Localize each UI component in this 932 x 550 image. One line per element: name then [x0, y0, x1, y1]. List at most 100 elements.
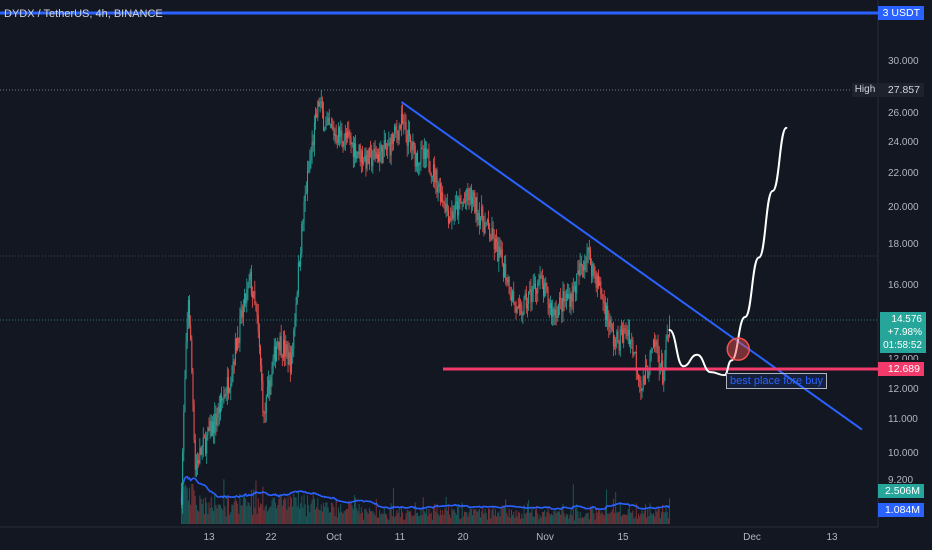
- volume-bar: [287, 496, 289, 524]
- volume-bar: [335, 498, 337, 524]
- candle-body: [235, 338, 237, 351]
- candle-body: [642, 376, 644, 389]
- volume-bar: [371, 511, 373, 524]
- candle-body: [388, 142, 390, 144]
- change-percent: +7.98%: [887, 327, 922, 338]
- price-tick: 24.000: [888, 137, 919, 148]
- volume-bar: [657, 506, 659, 524]
- volume-bar: [207, 513, 209, 524]
- candle-body: [640, 381, 642, 392]
- candle-body: [214, 413, 216, 433]
- candle-body: [309, 160, 311, 170]
- candle-body: [446, 203, 448, 211]
- candle-body: [517, 306, 519, 308]
- candle-body: [449, 218, 451, 224]
- volume-bar: [205, 497, 207, 524]
- volume-bar: [562, 503, 564, 524]
- candle-body: [634, 352, 636, 354]
- volume-bar: [185, 485, 187, 524]
- volume-bar: [477, 510, 479, 524]
- volume-bar: [450, 517, 452, 524]
- volume-label: 2.506M: [878, 484, 924, 498]
- breakout-marker[interactable]: [726, 337, 751, 361]
- candle-body: [258, 331, 260, 348]
- candle-body: [475, 197, 477, 213]
- candle-body: [465, 200, 467, 202]
- candle-body: [190, 325, 192, 341]
- volume-bar: [380, 514, 382, 524]
- candle-body: [573, 286, 575, 287]
- candle-body: [433, 164, 435, 177]
- volume-bar: [444, 508, 446, 524]
- candle-body: [471, 197, 473, 204]
- volume-bar: [311, 499, 313, 524]
- volume-bar: [669, 498, 671, 524]
- volume-bar: [390, 503, 392, 524]
- volume-bar: [404, 519, 406, 524]
- volume-bar: [422, 497, 424, 524]
- trendline[interactable]: [400, 101, 863, 431]
- volume-bar: [453, 509, 455, 524]
- candle-body: [352, 142, 354, 158]
- volume-bar: [339, 512, 341, 524]
- volume-bar: [425, 513, 427, 524]
- volume-bar: [331, 502, 333, 524]
- volume-bar: [551, 513, 553, 524]
- volume-bar: [447, 506, 449, 524]
- candle-body: [329, 124, 331, 126]
- volume-bar: [564, 516, 566, 524]
- volume-bar: [321, 511, 323, 524]
- volume-bar: [406, 509, 408, 524]
- candle-body: [325, 124, 327, 130]
- candle-body: [445, 203, 447, 213]
- candle-body: [363, 161, 365, 164]
- candle-body: [400, 113, 402, 129]
- candle-body: [242, 306, 244, 318]
- volume-bar: [225, 516, 227, 524]
- candle-body: [572, 286, 574, 302]
- candle-body: [626, 335, 628, 336]
- candle-body: [293, 330, 295, 349]
- candle-body: [480, 218, 481, 226]
- volume-bar: [486, 519, 488, 524]
- candle-body: [498, 246, 500, 262]
- volume-bar: [515, 510, 517, 524]
- candle-body: [244, 293, 246, 307]
- volume-bar: [567, 514, 569, 524]
- annotation-text[interactable]: best place fore buy: [726, 373, 827, 389]
- candle-body: [261, 365, 263, 382]
- volume-bar: [427, 515, 429, 524]
- candle-body: [663, 369, 665, 384]
- candle-body: [197, 460, 199, 464]
- volume-bar: [583, 518, 585, 524]
- volume-bar: [280, 495, 282, 524]
- volume-bar: [655, 509, 657, 524]
- candle-body: [531, 292, 533, 303]
- candle-body: [452, 210, 454, 219]
- volume-bar: [510, 509, 512, 524]
- candle-body: [585, 261, 587, 263]
- candle-body: [260, 347, 262, 366]
- candle-body: [200, 448, 202, 455]
- candle-body: [474, 192, 476, 213]
- candle-body: [316, 113, 318, 118]
- volume-bar: [540, 517, 542, 524]
- candle-body: [397, 133, 399, 140]
- volume-bar: [474, 509, 476, 524]
- projection-path[interactable]: [668, 126, 788, 377]
- volume-bar: [557, 511, 559, 524]
- volume-bar: [373, 512, 375, 524]
- last-price-value: 14.576: [891, 314, 922, 325]
- volume-bar: [351, 505, 353, 524]
- candle-body: [601, 294, 603, 298]
- candle-body: [557, 304, 559, 316]
- candle-body: [468, 197, 470, 201]
- volume-bar: [485, 512, 487, 524]
- volume-bar: [506, 512, 508, 524]
- volume-bar: [355, 497, 357, 524]
- volume-bar: [537, 513, 539, 524]
- candle-body: [516, 306, 518, 313]
- volume-bar: [398, 508, 400, 524]
- candle-body: [396, 130, 398, 134]
